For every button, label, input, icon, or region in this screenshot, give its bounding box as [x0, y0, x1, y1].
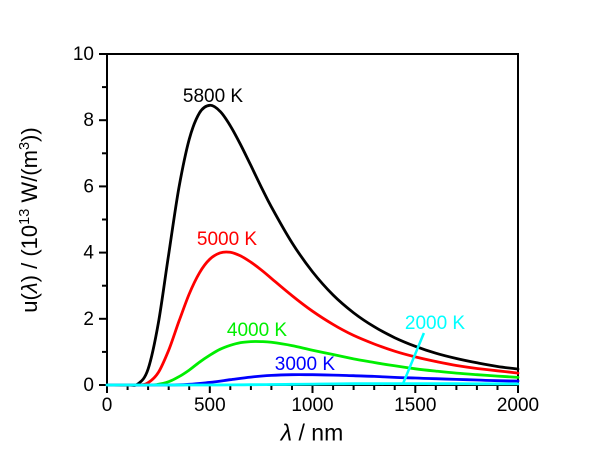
x-tick-label: 2000	[497, 395, 539, 416]
x-tick-label: 0	[102, 395, 113, 416]
y-tick-label: 8	[83, 110, 94, 131]
y-tick-label: 4	[83, 243, 94, 264]
series-curve-3000K	[105, 373, 520, 387]
plot-frame	[106, 53, 519, 386]
series-label-5000K: 5000 K	[197, 229, 258, 250]
x-tick-label: 500	[194, 395, 226, 416]
series-label-5800K: 5800 K	[183, 86, 244, 107]
y-tick-label: 6	[83, 176, 94, 197]
series-curve-4000K	[105, 340, 520, 387]
y-tick-label: 2	[83, 309, 94, 330]
x-tick-label: 1500	[394, 395, 436, 416]
y-tick-label: 10	[73, 44, 94, 65]
x-tick-label: 1000	[291, 395, 333, 416]
series-curve-2000K	[105, 382, 520, 387]
x-axis-title: λ / nm	[280, 419, 344, 446]
leader-line-2000K	[401, 332, 426, 385]
series-curve-5000K	[105, 250, 520, 387]
y-tick-label: 0	[83, 375, 94, 396]
series-curve-5800K	[105, 103, 520, 387]
y-axis-title: u(λ) / (1013 W/(m3))	[16, 127, 43, 313]
series-label-3000K: 3000 K	[275, 354, 336, 375]
series-label-4000K: 4000 K	[227, 320, 288, 341]
series-label-2000K: 2000 K	[405, 313, 466, 334]
